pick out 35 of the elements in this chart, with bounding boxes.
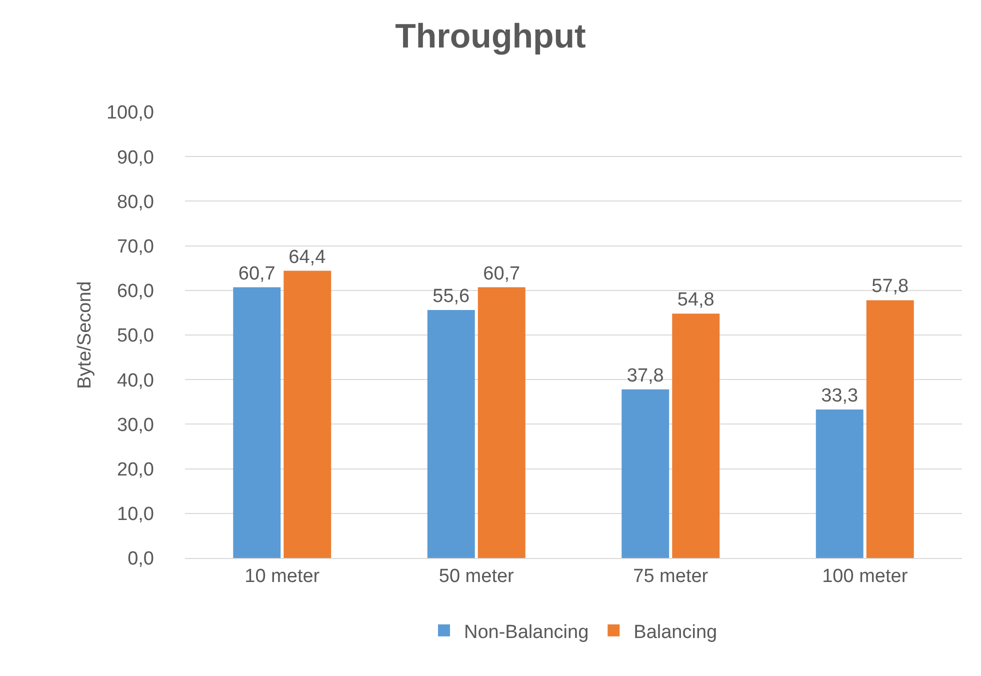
- bar: [478, 287, 526, 558]
- data-label: 37,8: [626, 365, 664, 386]
- data-label: 57,8: [872, 276, 909, 298]
- legend-label: Balancing: [634, 622, 718, 643]
- y-tick-label: 90,0: [117, 147, 154, 168]
- y-tick-label: 70,0: [117, 236, 154, 258]
- legend-label: Non-Balancing: [464, 622, 589, 643]
- x-tick-label: 75 meter: [633, 566, 709, 587]
- x-tick-label: 10 meter: [244, 566, 320, 587]
- y-tick-label: 0,0: [128, 548, 154, 570]
- x-tick-label: 100 meter: [822, 566, 908, 587]
- data-label: 64,4: [288, 246, 326, 268]
- data-label: 60,7: [238, 263, 276, 284]
- bar: [427, 310, 475, 558]
- y-tick-label: 80,0: [117, 192, 154, 213]
- y-tick-label: 10,0: [117, 504, 154, 526]
- bar: [622, 389, 670, 558]
- x-tick-label: 50 meter: [438, 566, 515, 587]
- chart-title: Throughput: [395, 17, 586, 56]
- bar: [284, 270, 332, 558]
- bar: [866, 300, 914, 558]
- bar: [233, 287, 281, 558]
- data-label: 33,3: [821, 385, 858, 406]
- y-tick-label: 30,0: [117, 414, 154, 436]
- y-axis-title: Byte/Second: [74, 281, 96, 389]
- y-tick-label: 100,0: [106, 102, 154, 124]
- y-tick-label: 60,0: [117, 281, 154, 302]
- bar: [672, 314, 720, 558]
- bar: [816, 409, 864, 558]
- data-label: 60,7: [483, 263, 520, 284]
- y-tick-label: 50,0: [117, 326, 154, 347]
- y-tick-label: 40,0: [117, 370, 154, 392]
- data-label: 55,6: [432, 286, 470, 308]
- y-tick-label: 20,0: [117, 459, 154, 480]
- data-label: 54,8: [677, 290, 714, 311]
